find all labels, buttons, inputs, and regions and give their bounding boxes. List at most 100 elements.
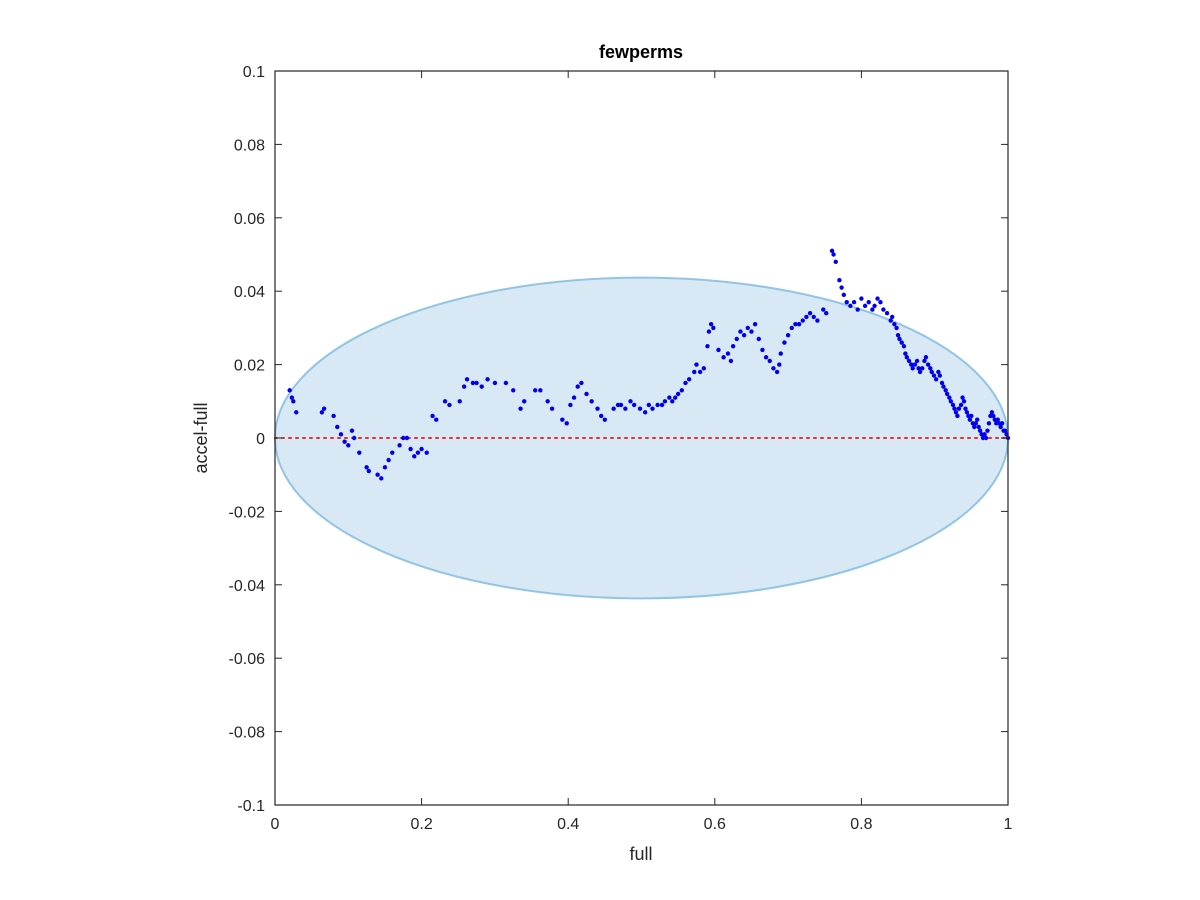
data-point [289,395,295,400]
data-point [897,336,902,342]
data-point [953,410,959,415]
data-point [694,362,699,367]
data-point [637,406,643,411]
x-tick-label: 0.4 [557,816,579,833]
data-point [977,428,983,433]
y-axis-title: accel-full [191,402,211,473]
data-point [457,399,462,404]
data-point [862,303,868,309]
data-point [749,329,754,334]
data-point [424,450,429,455]
data-point [382,465,388,470]
data-point [875,296,880,301]
data-point [549,406,555,411]
y-tick-label: 0.1 [243,64,265,81]
data-point [518,406,523,411]
data-point [982,432,987,437]
data-point [662,399,668,404]
data-point [631,402,637,408]
data-point [568,402,573,408]
data-point [909,362,914,367]
data-point [989,410,995,415]
data-point [839,285,844,290]
data-point [952,406,957,411]
data-point [725,351,731,356]
data-point [321,406,327,411]
data-point [855,307,860,312]
data-point [793,322,798,327]
data-point [734,336,739,342]
x-tick-label: 0 [271,816,280,833]
data-point [956,406,962,411]
data-point [950,402,956,408]
data-point [960,395,965,400]
data-point [721,355,726,360]
data-point [964,410,970,415]
data-point [415,450,421,455]
data-point [442,399,448,404]
data-point [866,300,871,305]
data-point [878,300,883,305]
data-point [434,417,439,422]
data-point [655,402,660,408]
data-point [397,443,402,448]
x-tick-label: 0.2 [410,816,432,833]
data-point [851,300,857,305]
chart-title: fewperms [599,42,683,62]
data-point [349,428,355,433]
data-point [991,413,996,419]
data-point [598,413,604,419]
x-tick-label: 0.8 [850,816,872,833]
data-point [804,314,809,320]
data-point [912,362,918,367]
data-point [948,399,954,404]
data-point [716,347,721,353]
data-point [705,344,710,349]
data-point [294,410,299,415]
data-point [985,428,990,433]
data-point [760,347,765,353]
data-point [763,355,769,360]
data-point [492,380,498,386]
data-point [947,395,952,400]
data-point [386,457,391,463]
data-point [412,454,417,459]
data-point [357,450,362,455]
data-point [782,340,787,345]
data-point [910,366,915,371]
data-point [778,351,783,356]
data-point [752,322,758,327]
data-point [711,325,716,331]
data-point [931,373,937,378]
data-point [675,391,681,397]
data-point [777,362,782,367]
data-point [564,421,569,426]
data-point [899,340,904,345]
data-point [470,380,476,386]
data-point [837,277,842,283]
data-point [692,369,697,375]
data-point [881,307,886,312]
data-point [937,373,943,378]
y-tick-label: 0.06 [234,211,265,228]
y-tick-label: 0.08 [234,137,265,154]
data-point [958,402,964,408]
data-point [928,366,933,371]
data-point [998,424,1003,430]
data-point [533,388,538,393]
data-point [983,435,989,441]
data-point [404,435,410,441]
data-point [824,311,829,316]
data-point [895,333,901,338]
data-point [745,325,750,331]
data-point [545,399,550,404]
data-point [906,358,912,364]
data-point [401,435,406,441]
data-point [287,388,292,393]
data-point [967,417,973,422]
data-point [351,435,357,441]
data-point [708,322,714,327]
data-point [741,333,747,338]
data-point [892,322,897,327]
data-point [811,314,816,320]
